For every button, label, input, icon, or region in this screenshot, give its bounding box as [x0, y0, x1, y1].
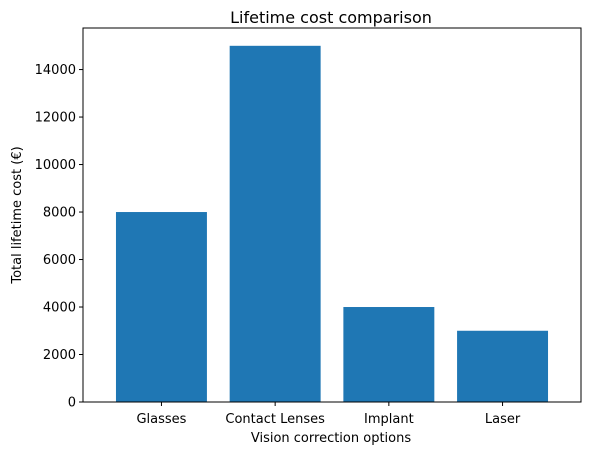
y-tick-label: 4000 [43, 301, 76, 316]
y-tick-label: 14000 [35, 63, 76, 78]
x-tick-label: Glasses [136, 412, 186, 427]
y-tick-label: 10000 [35, 158, 76, 173]
y-tick-label: 2000 [43, 348, 76, 363]
x-axis-ticks: Glasses Contact Lenses Implant Laser [136, 402, 521, 427]
bars [115, 45, 549, 403]
y-axis-label: Total lifetime cost (€) [10, 146, 25, 284]
chart-title: Lifetime cost comparison [230, 8, 432, 27]
plot-frame [82, 27, 582, 403]
bar-implant [343, 307, 435, 402]
plot-area: Glasses Contact Lenses Implant Laser 0 2000 4… [35, 27, 582, 427]
x-axis-label: Vision correction options [251, 431, 411, 446]
x-tick-label: Contact Lenses [225, 412, 325, 427]
bar-laser [457, 330, 549, 402]
bar-contact-lenses [229, 45, 321, 403]
bar-glasses [115, 212, 207, 402]
y-tick-label: 6000 [43, 253, 76, 268]
x-tick-label: Laser [485, 412, 521, 427]
y-tick-label: 8000 [43, 206, 76, 221]
y-tick-label: 0 [68, 396, 76, 411]
y-tick-label: 12000 [35, 111, 76, 126]
x-tick-label: Implant [364, 412, 414, 427]
y-axis-ticks: 0 2000 4000 6000 8000 10000 12000 14000 [35, 63, 83, 411]
